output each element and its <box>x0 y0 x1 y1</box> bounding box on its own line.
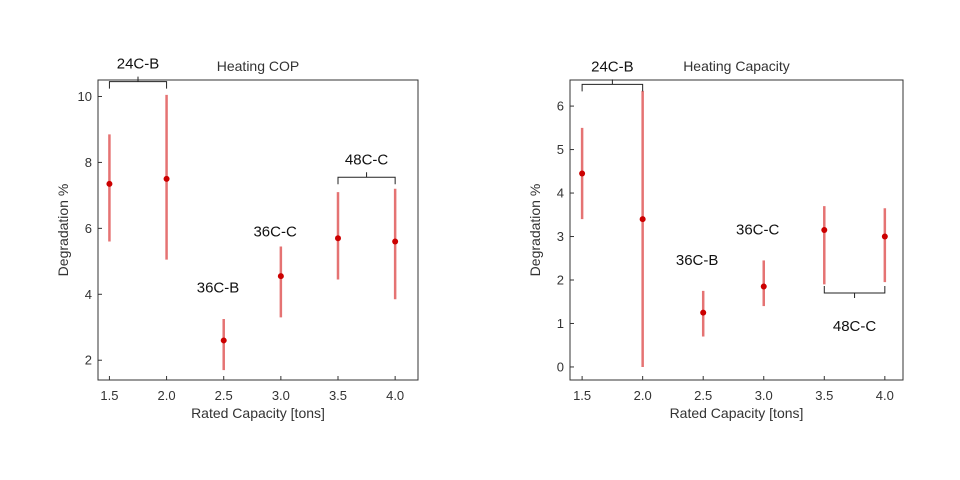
group-label: 48C-C <box>345 151 389 168</box>
x-axis-label: Rated Capacity [tons] <box>670 405 804 421</box>
data-marks <box>579 90 888 367</box>
y-axis-label: Degradation % <box>55 184 71 277</box>
chart-title: Heating Capacity <box>683 58 790 74</box>
data-marks <box>106 94 399 371</box>
data-point <box>881 233 888 240</box>
y-tick-label: 3 <box>557 229 564 244</box>
annotations: 24C-B 36C-B 36C-C 48C-C <box>108 56 396 297</box>
x-axis-label: Rated Capacity [tons] <box>191 405 325 421</box>
group-label: 36C-C <box>253 224 297 241</box>
x-ticks: 1.5 2.0 2.5 3.0 3.5 4.0 <box>573 376 894 403</box>
group-label: 24C-B <box>591 58 634 75</box>
data-point <box>277 273 284 280</box>
y-tick-label: 4 <box>557 186 564 201</box>
plot-area-frame <box>97 79 419 381</box>
data-point <box>700 309 707 316</box>
group-label: 36C-C <box>736 221 780 238</box>
data-point <box>639 216 646 223</box>
y-tick-label: 1 <box>557 316 564 331</box>
y-axis-label: Degradation % <box>527 184 543 277</box>
group-bracket <box>581 79 644 92</box>
data-point <box>106 180 113 187</box>
x-tick-label: 4.0 <box>386 388 404 403</box>
x-tick-label: 1.5 <box>100 388 118 403</box>
data-point <box>821 227 828 233</box>
x-tick-label: 2.5 <box>694 388 712 403</box>
y-tick-label: 6 <box>557 99 564 114</box>
group-label: 24C-B <box>117 56 160 73</box>
x-tick-label: 4.0 <box>876 388 894 403</box>
y-tick-label: 10 <box>78 89 92 104</box>
data-point <box>760 283 767 290</box>
y-ticks: 0 1 2 3 4 5 6 <box>557 99 574 374</box>
group-label: 48C-C <box>833 318 877 335</box>
y-tick-label: 5 <box>557 142 564 157</box>
data-point <box>579 170 586 177</box>
group-label: 36C-B <box>197 280 240 297</box>
chart-panel-heating-cop: Heating COP Rated Capacity [tons] Degrad… <box>55 56 419 421</box>
x-tick-label: 2.0 <box>634 388 652 403</box>
x-tick-label: 3.0 <box>272 388 290 403</box>
data-point <box>335 235 341 242</box>
group-bracket <box>108 76 168 89</box>
chart-title: Heating COP <box>217 58 299 74</box>
x-tick-label: 1.5 <box>573 388 591 403</box>
x-tick-label: 3.5 <box>815 388 833 403</box>
y-tick-label: 2 <box>557 273 564 288</box>
chart-panel-heating-capacity: Heating Capacity Rated Capacity [tons] D… <box>527 58 904 421</box>
y-tick-label: 0 <box>557 359 564 374</box>
plot-area-frame <box>569 79 904 381</box>
data-point <box>392 238 399 245</box>
group-bracket <box>337 172 396 185</box>
y-tick-label: 4 <box>85 287 92 302</box>
y-tick-label: 2 <box>85 353 92 368</box>
x-ticks: 1.5 2.0 2.5 3.0 3.5 4.0 <box>100 376 404 403</box>
y-ticks: 2 4 6 8 10 <box>78 89 102 368</box>
x-tick-label: 2.5 <box>215 388 233 403</box>
group-label: 36C-B <box>676 252 719 269</box>
x-tick-label: 3.5 <box>329 388 347 403</box>
data-point <box>163 175 170 182</box>
annotations: 24C-B 36C-B 36C-C 48C-C <box>581 58 886 335</box>
x-tick-label: 2.0 <box>158 388 176 403</box>
y-tick-label: 8 <box>85 155 92 170</box>
x-tick-label: 3.0 <box>755 388 773 403</box>
y-tick-label: 6 <box>85 221 92 236</box>
data-point <box>220 337 227 344</box>
group-bracket <box>823 286 886 299</box>
